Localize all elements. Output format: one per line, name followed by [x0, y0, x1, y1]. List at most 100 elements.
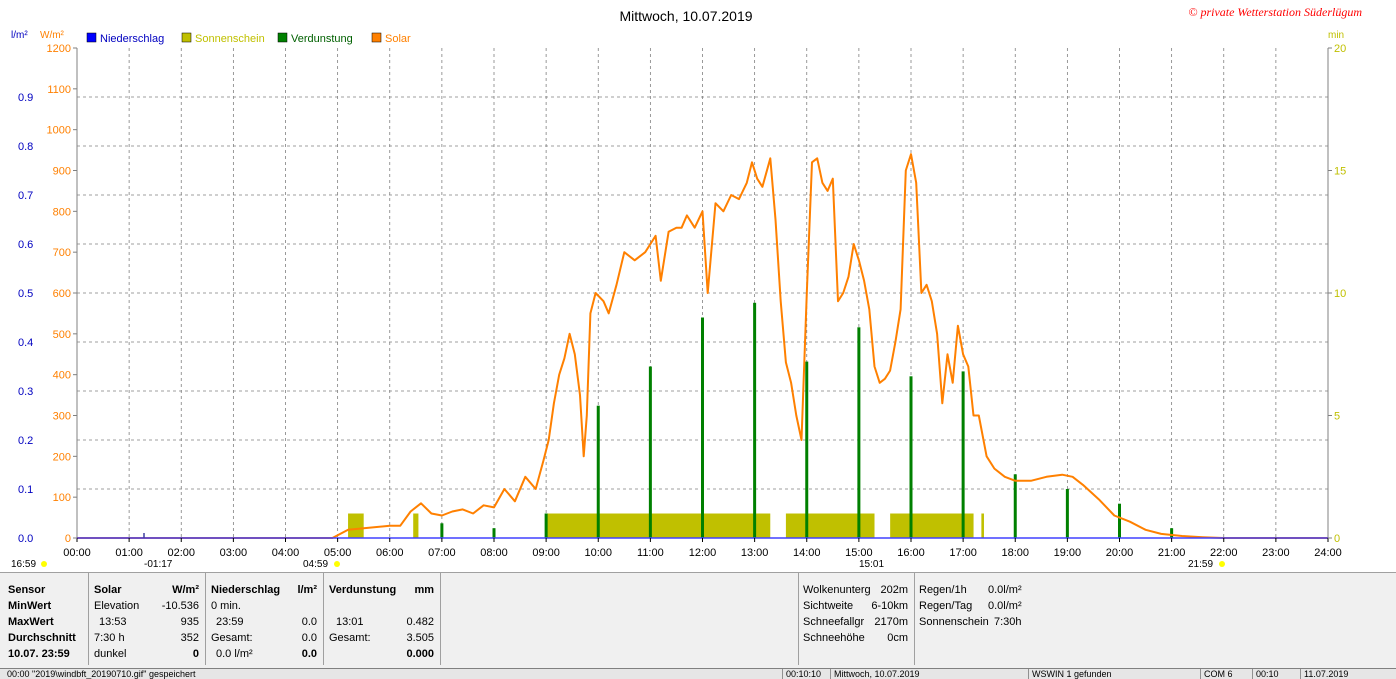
verdunstung-series [440, 302, 1174, 538]
legend-label-niederschlag: Niederschlag [100, 33, 164, 45]
solar-tick-label: 400 [53, 370, 71, 382]
solar-max-value: 935 [180, 616, 199, 628]
verdunstung-bar [701, 317, 704, 538]
niederschlag-min-label: 0 min. [211, 600, 241, 612]
legend-swatch-sonnenschein [181, 32, 192, 43]
niederschlag-header: Niederschlag [211, 584, 281, 596]
weather-chart: Mittwoch, 10.07.2019 © private Wettersta… [0, 0, 1396, 572]
rain-tick-label: 0.4 [18, 337, 33, 349]
rain-tick-label: 0.6 [18, 239, 33, 251]
schneehoehe-label: Schneehöhe [803, 632, 865, 644]
solar-min-value: -10.536 [161, 600, 199, 612]
x-axis-ticks: 00:00 01:00 02:00 03:00 04:00 05:00 06:00 07:00… [63, 538, 1342, 559]
rain-tick-label: 0.2 [18, 435, 33, 447]
sichtweite-value: 6-10km [871, 600, 908, 612]
x-tick-label: 16:00 [897, 547, 925, 559]
x-tick-label: 06:00 [376, 547, 404, 559]
schneefallgr-label: Schneefallgr [803, 616, 865, 628]
legend: Niederschlag Sonnenschein Verdunstung So… [86, 32, 411, 45]
x-tick-label: 11:00 [637, 547, 664, 559]
solar-column: Solar W/m² Elevation -10.536 13:53 935 7… [89, 573, 206, 665]
sunrise-marker [334, 561, 340, 567]
solar-unit: W/m² [172, 584, 199, 596]
chart-background [0, 0, 1396, 572]
solar-series-line [77, 153, 1328, 539]
verdunstung-bar [492, 528, 496, 538]
rain-tick-label: 0.9 [18, 92, 33, 104]
solar-tick-label: 700 [53, 247, 71, 259]
solar-tick-label: 100 [53, 492, 71, 504]
status-bar: 00:00 "2019\windbft_20190710.gif" gespei… [0, 668, 1396, 679]
dawn-label: -01:17 [144, 559, 173, 570]
solar-tick-label: 300 [53, 411, 71, 423]
rain-tick-label: 0.3 [18, 386, 33, 398]
sunshine-bar [546, 513, 771, 538]
niederschlag-total-value: 0.0 [301, 632, 317, 644]
verdunstung-bar [805, 361, 809, 538]
sun-marker-left [41, 561, 47, 567]
x-tick-label: 13:00 [741, 547, 769, 559]
verdunstung-bar [1065, 489, 1069, 538]
left-time-label: 16:59 [11, 559, 36, 570]
sunshine-bar [413, 513, 419, 538]
status-time: 00:10:10 [782, 669, 821, 679]
verdunstung-bar [753, 302, 757, 538]
x-tick-label: 23:00 [1262, 547, 1290, 559]
solar-tick-label: 1200 [47, 43, 71, 55]
sunshine-bar [785, 513, 875, 538]
x-tick-label: 05:00 [324, 547, 352, 559]
sunset-label: 21:59 [1188, 559, 1213, 570]
row-label-max: MaxWert [8, 616, 54, 628]
verdunstung-bar [857, 327, 861, 538]
solar-tick-label: 200 [53, 451, 71, 463]
x-tick-label: 02:00 [167, 547, 195, 559]
verdunstung-bar [961, 371, 965, 538]
wolkenunterg-label: Wolkenunterg [803, 584, 871, 596]
solar-current-label: dunkel [94, 648, 127, 660]
solar-tick-label: 1000 [47, 125, 71, 137]
legend-swatch-verdunstung [277, 32, 288, 43]
x-tick-label: 22:00 [1210, 547, 1238, 559]
solar-tick-label: 0 [65, 533, 71, 545]
solar-current-value: 0 [192, 648, 199, 660]
sensor-header: Sensor [8, 584, 46, 596]
schneehoehe-value: 0cm [887, 632, 908, 644]
x-tick-label: 10:00 [584, 547, 612, 559]
sunshine-bar [981, 513, 984, 538]
niederschlag-column: Niederschlag l/m² 0 min. 23:59 0.0 Gesam… [206, 573, 324, 665]
rain-axis-ticks: 0.0 0.1 0.2 0.3 0.4 0.5 0.6 0.7 0.8 0.9 [18, 92, 33, 545]
row-label-min: MinWert [8, 600, 52, 612]
status-message: 00:00 "2019\windbft_20190710.gif" gespei… [7, 669, 196, 679]
x-tick-label: 00:00 [63, 547, 91, 559]
sunshine-bar [890, 513, 974, 538]
verdunstung-bar [596, 405, 600, 538]
wolkenunterg-value: 202m [880, 584, 908, 596]
verdunstung-max-time: 13:01 [336, 616, 364, 628]
regen-tag-value: 0.0l/m² [988, 600, 1022, 612]
verdunstung-bar [909, 376, 913, 538]
sunrise-label: 04:59 [303, 559, 328, 570]
solar-tick-label: 1100 [47, 84, 71, 96]
copyright-text: © private Wetterstation Süderlügum [1188, 5, 1362, 19]
solar-avg-value: 352 [180, 632, 199, 644]
x-tick-label: 01:00 [115, 547, 143, 559]
verdunstung-current-value: 0.000 [406, 648, 434, 660]
status-com-port: COM 6 [1200, 669, 1233, 679]
solar-tick-label: 500 [53, 329, 71, 341]
x-tick-label: 14:00 [793, 547, 821, 559]
status-wswin: WSWIN 1 gefunden [1028, 669, 1112, 679]
verdunstung-total-label: Gesamt: [329, 632, 371, 644]
rain-tick-label: 0.0 [18, 533, 33, 545]
statistics-table: Sensor MinWert MaxWert Durchschnitt 10.0… [0, 572, 1396, 669]
minutes-axis-ticks: 0 5 10 15 20 [1328, 43, 1346, 545]
solar-max-time: 13:53 [99, 616, 127, 628]
rain-tick-label: 0.7 [18, 190, 33, 202]
legend-swatch-niederschlag [86, 32, 97, 43]
verdunstung-bar [648, 366, 652, 538]
x-tick-label: 19:00 [1054, 547, 1082, 559]
solar-unit-label: W/m² [40, 30, 65, 41]
solar-axis-ticks: 0 100 200 300 400 500 600 700 800 900 1000 1100 1200 [47, 43, 77, 545]
niederschlag-total-label: Gesamt: [211, 632, 253, 644]
x-tick-label: 03:00 [220, 547, 248, 559]
rain-tick-label: 0.8 [18, 141, 33, 153]
